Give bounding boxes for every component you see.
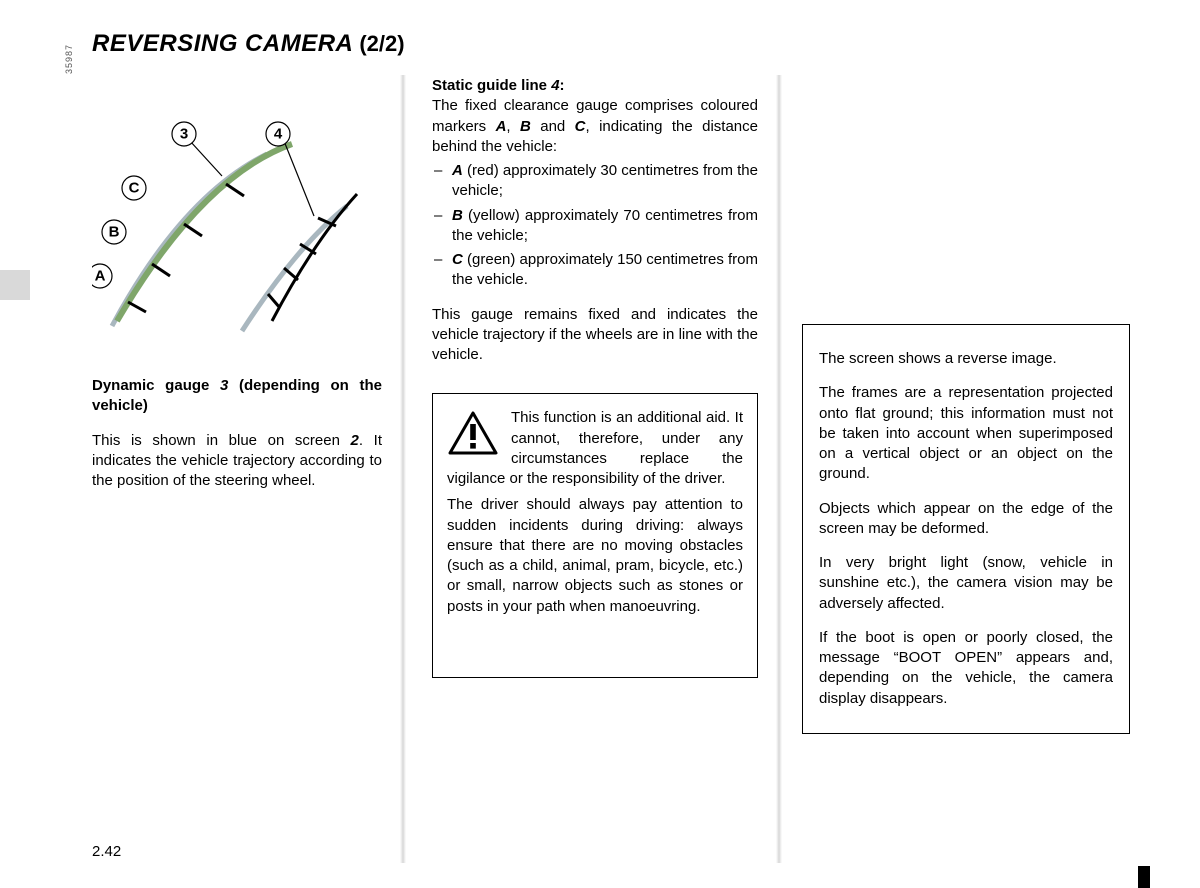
static-guide-intro: Static guide line 4: The fixed clearance… — [432, 76, 758, 157]
info-p5: If the boot is open or poorly closed, th… — [819, 628, 1113, 709]
callout-a: A — [95, 268, 106, 285]
callout-3: 3 — [180, 126, 188, 143]
info-p2: The frames are a representation projecte… — [819, 383, 1113, 484]
list-item: A (red) approximately 30 centimetres fro… — [432, 161, 758, 202]
info-p3: Objects which appear on the edge of the … — [819, 499, 1113, 540]
info-p4: In very bright light (snow, vehicle in s… — [819, 553, 1113, 614]
static-guide-after: This gauge remains fixed and indicates t… — [432, 305, 758, 366]
column-divider — [776, 75, 782, 863]
side-tab — [0, 270, 30, 300]
column-divider — [400, 75, 406, 863]
list-item: B (yellow) approximately 70 centimetres … — [432, 206, 758, 247]
list-item: C (green) approximately 150 centimetres … — [432, 250, 758, 291]
page-title-sub: (2/2) — [359, 31, 404, 57]
warning-text-2: The driver should always pay attention t… — [447, 495, 743, 617]
callout-4: 4 — [274, 126, 283, 143]
guide-lines-diagram: 3 4 A B C — [92, 76, 382, 376]
reversing-guide-figure: 35987 — [92, 76, 382, 376]
dynamic-gauge-heading: Dynamic gauge 3 (depending on the vehicl… — [92, 376, 382, 417]
warning-icon — [447, 410, 499, 456]
dynamic-gauge-text: This is shown in blue on screen 2. It in… — [92, 431, 382, 492]
marker-list: A (red) approximately 30 centimetres fro… — [432, 161, 758, 291]
callout-c: C — [129, 180, 140, 197]
corner-tab — [1138, 866, 1150, 888]
info-box: The screen shows a reverse image. The fr… — [802, 324, 1130, 734]
warning-box: This function is an additional aid. It c… — [432, 393, 758, 678]
page-number: 2.42 — [92, 843, 121, 860]
callout-b: B — [109, 224, 120, 241]
figure-id-code: 35987 — [64, 44, 74, 74]
page-title-main: REVERSING CAMERA — [92, 30, 353, 58]
info-p1: The screen shows a reverse image. — [819, 349, 1113, 369]
